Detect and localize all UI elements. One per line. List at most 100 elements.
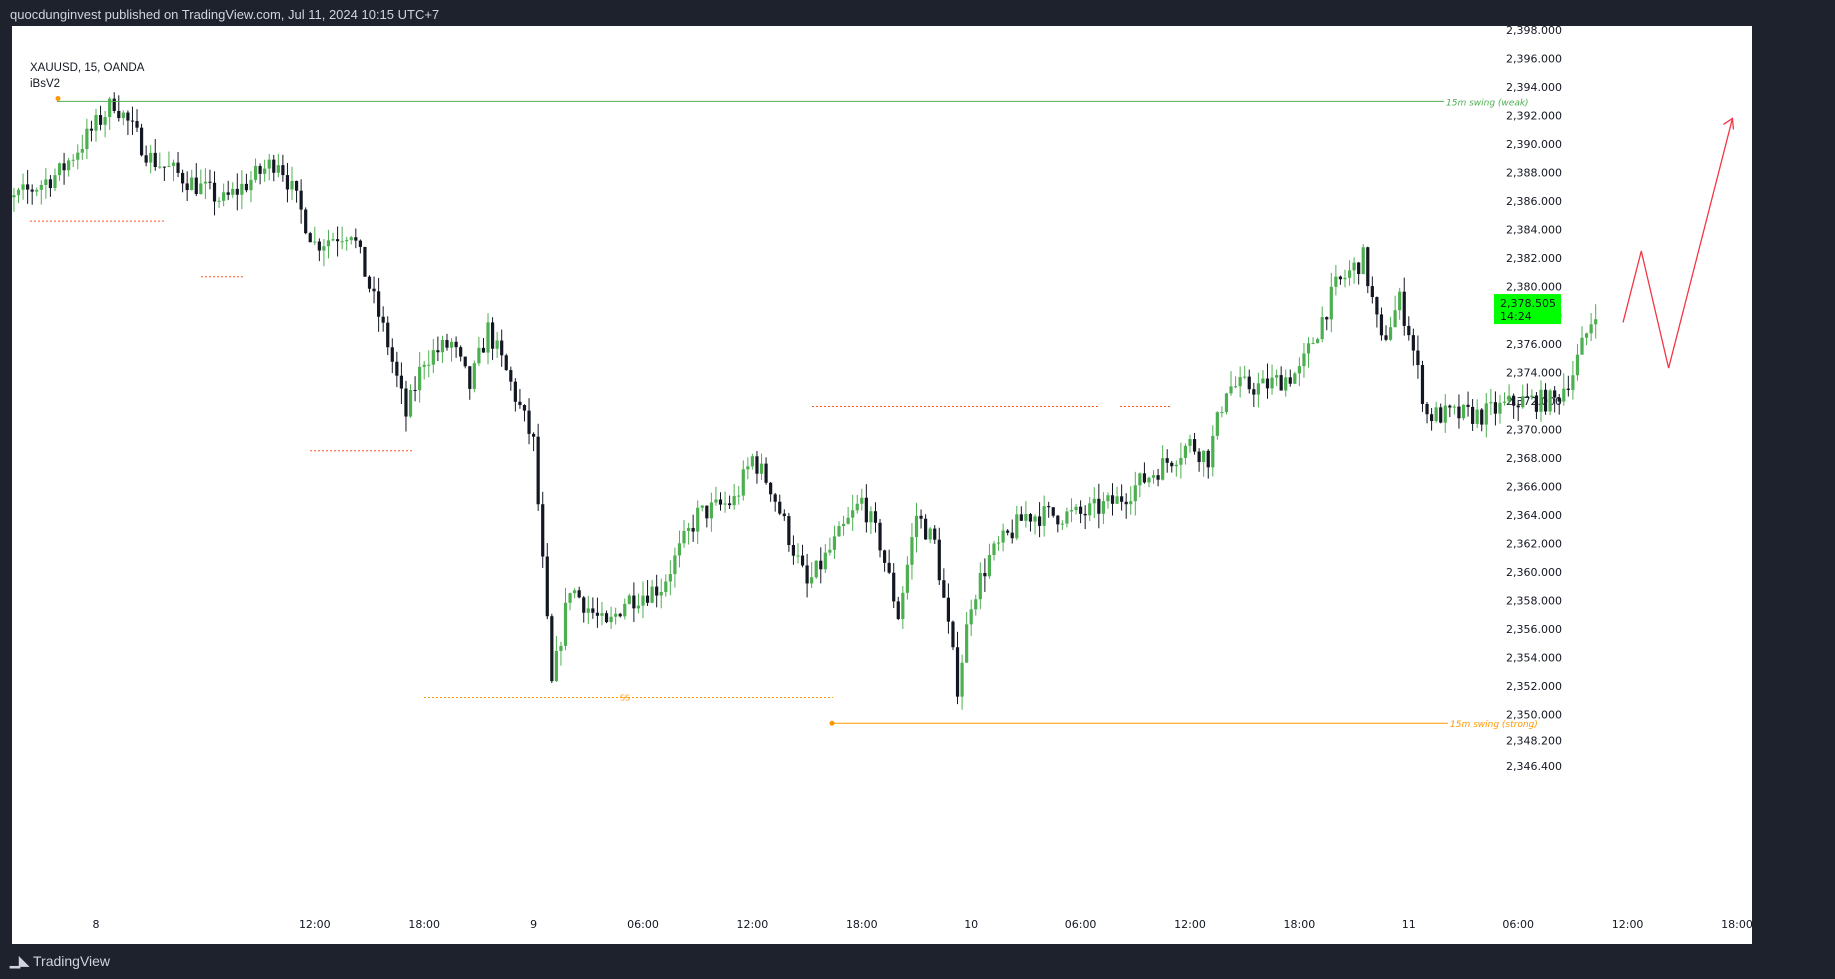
candle-body — [440, 340, 445, 353]
candle-body — [614, 613, 618, 617]
price-tick-label: 2,380.000 — [1506, 281, 1562, 294]
candle-body — [965, 624, 969, 663]
candle-body — [882, 550, 887, 563]
candle-body — [1069, 510, 1074, 512]
candle-body — [1133, 485, 1137, 502]
candle-body — [1197, 451, 1201, 463]
candle-body — [459, 347, 463, 357]
price-tick-label: 2,356.000 — [1506, 623, 1562, 636]
price-tick-label: 2,370.000 — [1506, 423, 1562, 436]
candle-body — [62, 163, 66, 171]
candle-body — [1475, 409, 1479, 424]
candle-body — [431, 350, 435, 365]
candle-body — [1571, 375, 1575, 390]
symbol-label: XAUUSD, 15, OANDA — [30, 62, 145, 74]
weak-swing-label: 15m swing (weak) — [1446, 98, 1529, 108]
candle-body — [30, 189, 34, 192]
candle-body — [928, 528, 932, 540]
candle-body — [791, 544, 796, 556]
candle-body — [796, 555, 800, 557]
candle-body — [682, 530, 686, 544]
candle-body — [855, 503, 859, 511]
candle-body — [1420, 365, 1425, 404]
candle-body — [1370, 286, 1374, 298]
candle-body — [340, 241, 344, 243]
candle-body — [463, 356, 467, 367]
candle-body — [1233, 386, 1238, 388]
candle-body — [942, 580, 946, 598]
candle-body — [1019, 514, 1023, 521]
candle-body — [176, 162, 180, 173]
candle-body — [1316, 339, 1320, 344]
candle-body — [659, 592, 663, 596]
candle-body — [39, 184, 43, 190]
candle-body — [1215, 412, 1219, 436]
tradingview-logo[interactable]: ▁◣ TradingView — [10, 953, 110, 969]
candle-body — [1502, 401, 1507, 403]
candle-body — [1110, 495, 1115, 504]
candle-body — [1083, 513, 1087, 516]
candle-body — [573, 590, 577, 594]
candle-body — [1416, 350, 1420, 366]
candle-body — [846, 517, 850, 524]
candle-body — [354, 237, 358, 241]
candle-body — [914, 515, 919, 538]
candle-body — [732, 496, 736, 506]
brand-label: TradingView — [33, 953, 111, 969]
candle-body — [208, 181, 212, 183]
candle-body — [805, 565, 809, 584]
price-tick-label: 2,360.000 — [1506, 566, 1562, 579]
candle-body — [67, 160, 71, 171]
candle-body — [1594, 319, 1598, 325]
candle-body — [887, 562, 891, 573]
candle-body — [1001, 530, 1005, 543]
candle-body — [1006, 530, 1010, 533]
candle-body — [1293, 373, 1297, 384]
candle-body — [1320, 317, 1324, 340]
candle-body — [705, 505, 709, 519]
candle-body — [1398, 291, 1402, 311]
candle-body — [395, 361, 399, 376]
candle-body — [1311, 343, 1315, 345]
candle-body — [231, 188, 235, 195]
chart-pane[interactable]: 2,398.000 2,396.000 2,394.000 2,392.000 2,39… — [12, 26, 1752, 944]
strong-swing-label: 15m swing (strong) — [1450, 720, 1538, 730]
candle-body — [1366, 247, 1370, 287]
candle-body — [71, 159, 75, 161]
candle-body — [126, 112, 130, 121]
candle-body — [924, 518, 928, 540]
candle-body — [554, 650, 558, 682]
candle-body — [664, 581, 668, 593]
candle-body — [144, 155, 148, 163]
candle-body — [477, 347, 481, 364]
candle-body — [1174, 464, 1178, 467]
candle-body — [94, 115, 98, 131]
price-tick-label: 2,386.000 — [1506, 195, 1562, 208]
candle-body — [1357, 262, 1361, 275]
price-chart[interactable]: 2,398.000 2,396.000 2,394.000 2,392.000 2,39… — [12, 26, 1752, 944]
candle-body — [1402, 291, 1406, 326]
candle-body — [668, 574, 672, 582]
candle-body — [244, 183, 249, 191]
price-tick-label: 2,348.200 — [1506, 734, 1562, 747]
candle-body — [673, 555, 677, 575]
candle-body — [623, 603, 627, 617]
candle-body — [1507, 395, 1511, 402]
candle-body — [490, 322, 495, 349]
candle-body — [778, 501, 782, 514]
candle-body — [869, 511, 873, 523]
candle-body — [978, 572, 982, 600]
candle-body — [769, 482, 773, 495]
candle-body — [404, 388, 408, 417]
candle-body — [1589, 324, 1593, 334]
candle-body — [436, 350, 440, 353]
candle-body — [1042, 506, 1046, 526]
candle-body — [1411, 335, 1415, 351]
candle-body — [905, 564, 909, 593]
candle-body — [1425, 403, 1429, 415]
candle-body — [1471, 406, 1475, 424]
candle-body — [199, 183, 203, 195]
price-tick-label: 2,346.400 — [1506, 760, 1562, 773]
candle-body — [896, 601, 900, 619]
candle-body — [203, 181, 207, 184]
